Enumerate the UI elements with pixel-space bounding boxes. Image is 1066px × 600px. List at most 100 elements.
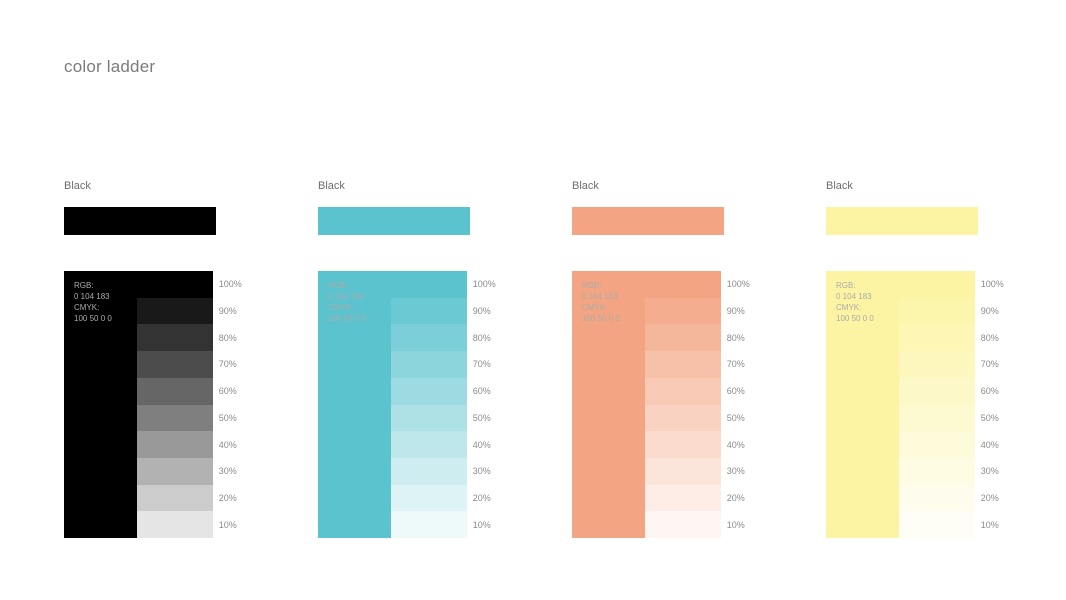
percent-label: 80% [218, 332, 237, 343]
tint-step-50 [644, 404, 721, 432]
tint-step-20 [644, 484, 721, 512]
page-title: color ladder [64, 57, 156, 76]
tint-step-40 [898, 431, 975, 458]
tint-step-10 [644, 511, 721, 539]
tint-step-100 [390, 271, 467, 298]
percent-label: 40% [980, 439, 999, 450]
tint-step-60 [644, 377, 721, 405]
tint-step-100 [898, 271, 975, 298]
color-name-label: Black [572, 180, 599, 192]
percent-label: 60% [218, 386, 237, 397]
percent-label: 40% [218, 439, 237, 450]
tint-step-60 [390, 377, 467, 405]
percent-labels: 100% 90% 80% 70% 60% 50% 40% 30% 20% 10% [981, 271, 1014, 538]
color-values-text: RGB: 0 104 183 CMYK: 100 50 0 0 [328, 280, 366, 324]
color-column-3: Black RGB: 0 104 183 CMYK: 100 50 0 0 10… [572, 180, 760, 539]
tint-step-20 [390, 484, 467, 512]
cmyk-label: CMYK: [74, 303, 100, 312]
percent-label: 20% [726, 492, 745, 503]
rgb-value: 0 104 183 [582, 292, 618, 301]
color-name-label: Black [826, 180, 853, 192]
tint-step-80 [136, 324, 213, 352]
color-name-label: Black [64, 180, 91, 192]
rgb-label: RGB: [328, 281, 348, 290]
tint-ladder [898, 271, 975, 539]
color-values-text: RGB: 0 104 183 CMYK: 100 50 0 0 [836, 280, 874, 324]
ladder-row: RGB: 0 104 183 CMYK: 100 50 0 0 100% 90% 8… [318, 271, 506, 539]
percent-label: 50% [218, 412, 237, 423]
color-block: RGB: 0 104 183 CMYK: 100 50 0 0 [826, 271, 975, 539]
percent-label: 90% [980, 306, 999, 317]
tint-step-20 [136, 484, 213, 512]
tint-step-50 [898, 404, 975, 432]
cmyk-value: 100 50 0 0 [836, 314, 874, 323]
tint-step-30 [898, 457, 975, 485]
percent-label: 100% [980, 279, 1004, 290]
percent-label: 10% [472, 519, 491, 530]
color-values-text: RGB: 0 104 183 CMYK: 100 50 0 0 [582, 280, 620, 324]
color-column-1: Black RGB: 0 104 183 CMYK: 100 50 0 0 10… [64, 180, 252, 539]
tint-ladder [136, 271, 213, 539]
rgb-value: 0 104 183 [328, 292, 364, 301]
tint-step-50 [136, 404, 213, 432]
rgb-value: 0 104 183 [836, 292, 872, 301]
tint-step-30 [390, 457, 467, 485]
percent-label: 30% [218, 466, 237, 477]
color-column-2: Black RGB: 0 104 183 CMYK: 100 50 0 0 10… [318, 180, 506, 539]
percent-label: 50% [980, 412, 999, 423]
color-swatch-bar [826, 207, 978, 235]
color-swatch-bar [572, 207, 724, 235]
tint-step-10 [898, 511, 975, 539]
percent-label: 80% [726, 332, 745, 343]
percent-label: 70% [980, 359, 999, 370]
tint-step-60 [136, 377, 213, 405]
color-block: RGB: 0 104 183 CMYK: 100 50 0 0 [572, 271, 721, 539]
cmyk-value: 100 50 0 0 [328, 314, 366, 323]
percent-label: 70% [472, 359, 491, 370]
tint-step-60 [898, 377, 975, 405]
percent-label: 100% [218, 279, 242, 290]
percent-label: 30% [980, 466, 999, 477]
ladder-row: RGB: 0 104 183 CMYK: 100 50 0 0 100% 90% 8… [826, 271, 1014, 539]
tint-step-10 [390, 511, 467, 539]
color-block: RGB: 0 104 183 CMYK: 100 50 0 0 [318, 271, 467, 539]
rgb-label: RGB: [582, 281, 602, 290]
percent-label: 50% [472, 412, 491, 423]
rgb-label: RGB: [74, 281, 94, 290]
percent-label: 90% [472, 306, 491, 317]
tint-step-80 [644, 324, 721, 352]
percent-label: 20% [218, 492, 237, 503]
percent-label: 50% [726, 412, 745, 423]
percent-label: 40% [472, 439, 491, 450]
percent-label: 10% [726, 519, 745, 530]
color-swatch-bar [64, 207, 216, 235]
percent-label: 10% [218, 519, 237, 530]
percent-label: 10% [980, 519, 999, 530]
tint-step-90 [898, 297, 975, 325]
tint-step-70 [644, 351, 721, 378]
percent-labels: 100% 90% 80% 70% 60% 50% 40% 30% 20% 10% [473, 271, 506, 538]
cmyk-value: 100 50 0 0 [74, 314, 112, 323]
color-swatch-bar [318, 207, 470, 235]
percent-label: 100% [472, 279, 496, 290]
ladder-row: RGB: 0 104 183 CMYK: 100 50 0 0 100% 90% 8… [572, 271, 760, 539]
percent-label: 90% [726, 306, 745, 317]
percent-label: 30% [472, 466, 491, 477]
tint-step-80 [898, 324, 975, 352]
percent-label: 20% [472, 492, 491, 503]
tint-step-30 [644, 457, 721, 485]
rgb-label: RGB: [836, 281, 856, 290]
tint-ladder [644, 271, 721, 539]
tint-step-40 [136, 431, 213, 458]
tint-step-70 [390, 351, 467, 378]
percent-labels: 100% 90% 80% 70% 60% 50% 40% 30% 20% 10% [727, 271, 760, 538]
percent-label: 60% [980, 386, 999, 397]
tint-step-30 [136, 457, 213, 485]
cmyk-value: 100 50 0 0 [582, 314, 620, 323]
tint-step-10 [136, 511, 213, 539]
tint-step-40 [644, 431, 721, 458]
color-name-label: Black [318, 180, 345, 192]
tint-step-70 [898, 351, 975, 378]
tint-step-80 [390, 324, 467, 352]
color-block: RGB: 0 104 183 CMYK: 100 50 0 0 [64, 271, 213, 539]
